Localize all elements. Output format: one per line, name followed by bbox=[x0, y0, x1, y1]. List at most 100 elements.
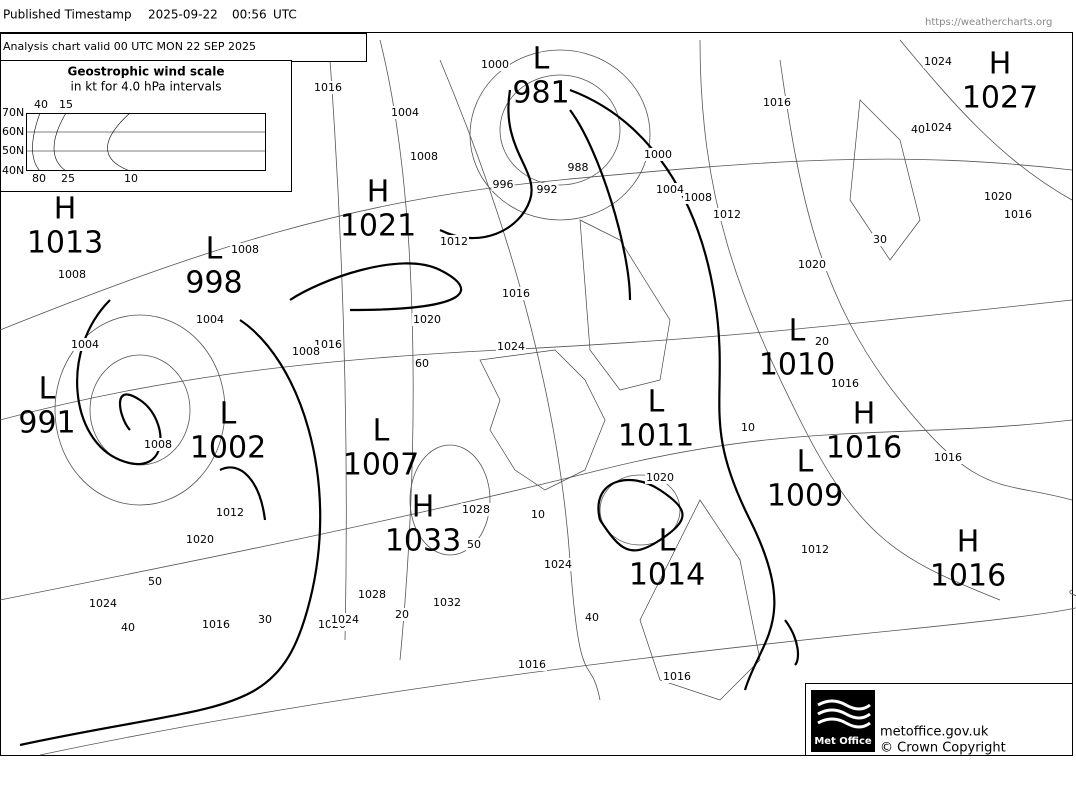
logo-brand: Met Office bbox=[814, 736, 872, 747]
analysis-title: Analysis chart valid 00 UTC MON 22 SEP 2… bbox=[3, 40, 256, 53]
map-frame bbox=[0, 32, 1073, 756]
isobar-label: 1020 bbox=[646, 471, 674, 484]
isobar-label-bg bbox=[185, 533, 215, 546]
isobar-label: 1000 bbox=[644, 148, 672, 161]
isobar-label-bg bbox=[501, 287, 531, 300]
header: Published Timestamp 2025-09-22 00:56 UTC… bbox=[3, 8, 1052, 29]
isobar-label-bg bbox=[496, 340, 526, 353]
isobar-label: 1020 bbox=[186, 533, 214, 546]
isobar-label-bg bbox=[439, 235, 469, 248]
isobar-label: 1008 bbox=[684, 191, 712, 204]
center-kind: L bbox=[659, 524, 676, 559]
isobar-label: 1008 bbox=[231, 243, 259, 256]
isobar-label-bg bbox=[409, 150, 439, 163]
center-kind: L bbox=[533, 42, 550, 77]
scale-bottom-label: 10 bbox=[124, 172, 138, 185]
isobar-label-bg bbox=[923, 121, 953, 134]
center-pressure: 1033 bbox=[385, 524, 461, 559]
isobar-label: 1008 bbox=[144, 438, 172, 451]
logo-site: metoffice.gov.uk bbox=[880, 725, 989, 740]
center-kind: H bbox=[853, 397, 876, 432]
isobar-label: 1012 bbox=[801, 543, 829, 556]
isobar-label: 1016 bbox=[831, 377, 859, 390]
center-pressure: 1002 bbox=[190, 431, 266, 466]
center-pressure: 1016 bbox=[930, 559, 1006, 594]
logo: Met Office metoffice.gov.uk © Crown Copy… bbox=[805, 683, 1073, 756]
isobar-label: 1008 bbox=[58, 268, 86, 281]
center-kind: L bbox=[39, 372, 56, 407]
isobar-label-bg bbox=[740, 421, 756, 434]
scale-bottom-label: 25 bbox=[61, 172, 75, 185]
center-kind: L bbox=[220, 397, 237, 432]
center-kind: H bbox=[989, 47, 1012, 82]
isobar-label-bg bbox=[1003, 208, 1033, 221]
isobar-label-bg bbox=[543, 558, 573, 571]
wind-scale-subtitle: in kt for 4.0 hPa intervals bbox=[71, 80, 222, 94]
isobar-label-bg bbox=[357, 588, 387, 601]
isobar-label: 10 bbox=[531, 508, 545, 521]
isobar-label: 1024 bbox=[89, 597, 117, 610]
isobar-label: 1024 bbox=[924, 55, 952, 68]
isobar-label-bg bbox=[491, 178, 515, 191]
isobar-label-bg bbox=[412, 313, 442, 326]
scale-top-label: 40 bbox=[34, 98, 48, 111]
isobar-label-bg bbox=[683, 191, 713, 204]
isobar-label: 988 bbox=[568, 161, 589, 174]
isobar-label: 1024 bbox=[331, 613, 359, 626]
isobar-label: 1012 bbox=[216, 506, 244, 519]
wind-scale-grid bbox=[26, 113, 266, 171]
isobar-label-bg bbox=[800, 543, 830, 556]
isobar-label: 1028 bbox=[358, 588, 386, 601]
isobar-label-bg bbox=[872, 233, 888, 246]
isobar-label: 1024 bbox=[544, 558, 572, 571]
isobar-label-bg bbox=[655, 183, 685, 196]
center-pressure: 1014 bbox=[629, 558, 705, 593]
isobar-label-bg bbox=[517, 658, 547, 671]
isobar-label-bg bbox=[566, 161, 590, 174]
isobar-label-bg bbox=[923, 55, 953, 68]
isobar-label-bg bbox=[230, 243, 260, 256]
isobar-label-bg bbox=[257, 613, 273, 626]
isobar-label: 1012 bbox=[440, 235, 468, 248]
isobar-label: 1012 bbox=[713, 208, 741, 221]
latitude-label: 40N bbox=[2, 164, 24, 177]
center-kind: H bbox=[54, 192, 77, 227]
wind-scale-labels: 70N 60N 50N 40N 40 15 80 25 10 bbox=[2, 98, 138, 185]
isobar-label-bg bbox=[432, 596, 462, 609]
isobar-label-bg bbox=[461, 503, 491, 516]
isobar-label: 40 bbox=[121, 621, 135, 634]
isobar-label-bg bbox=[933, 451, 963, 464]
isobar-label: 1016 bbox=[1004, 208, 1032, 221]
center-pressure: 1010 bbox=[759, 348, 835, 383]
isobar-label-bg bbox=[70, 338, 100, 351]
center-pressure: 1021 bbox=[340, 209, 416, 244]
wind-scale: Geostrophic wind scale in kt for 4.0 hPa… bbox=[0, 60, 292, 192]
timestamp-zone: UTC bbox=[273, 8, 297, 22]
timestamp-label: Published Timestamp bbox=[3, 8, 132, 22]
isobar-label-bg bbox=[830, 377, 860, 390]
logo-copyright: © Crown Copyright bbox=[880, 741, 1006, 756]
scale-bottom-label: 80 bbox=[32, 172, 46, 185]
isobar-label: 1000 bbox=[481, 58, 509, 71]
isobar-label-bg bbox=[201, 618, 231, 631]
isobar-label-bg bbox=[466, 538, 482, 551]
isobar-label: 1020 bbox=[413, 313, 441, 326]
isobar-label: 1024 bbox=[924, 121, 952, 134]
fronts bbox=[19, 88, 800, 747]
wind-scale-lines bbox=[26, 112, 266, 172]
isobar-label-bg bbox=[814, 335, 830, 348]
isobar-label-bg bbox=[645, 471, 675, 484]
center-pressure: 1027 bbox=[962, 81, 1038, 116]
isobar-label-bg bbox=[983, 190, 1013, 203]
center-pressure: 1011 bbox=[618, 419, 694, 454]
isobar-label-bg bbox=[480, 58, 510, 71]
latitude-label: 50N bbox=[2, 144, 24, 157]
isobar-label-bg bbox=[643, 148, 673, 161]
isobar-label: 1008 bbox=[292, 345, 320, 358]
isobar-label: 992 bbox=[537, 183, 558, 196]
isobar-label: 10 bbox=[741, 421, 755, 434]
center-pressure: 1009 bbox=[767, 479, 843, 514]
wind-scale-title: Geostrophic wind scale bbox=[68, 65, 225, 79]
isobar-label: 20 bbox=[815, 335, 829, 348]
